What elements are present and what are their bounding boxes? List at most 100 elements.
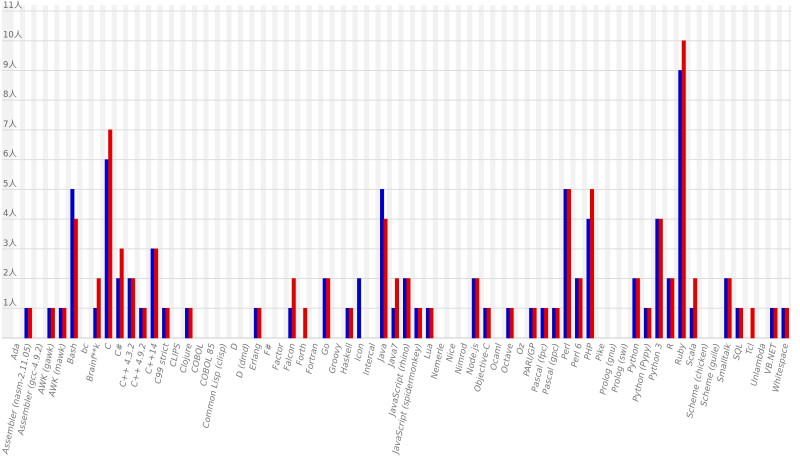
bar	[563, 189, 568, 339]
bar	[47, 307, 52, 339]
bar	[540, 307, 545, 339]
bar	[188, 307, 193, 339]
x-tick-label: Bash	[66, 343, 80, 365]
x-tick-label: Oz	[515, 342, 527, 356]
bar	[773, 307, 778, 339]
bar	[154, 248, 159, 339]
bar	[589, 189, 595, 339]
bar	[96, 278, 101, 339]
bar	[471, 278, 476, 339]
bar	[750, 307, 755, 339]
bar	[394, 278, 400, 339]
y-tick-label: 8人	[3, 90, 17, 100]
y-tick-label: 10人	[3, 31, 23, 41]
y-tick-label: 7人	[3, 120, 17, 130]
bar	[739, 307, 744, 339]
bar	[326, 278, 331, 339]
bar	[162, 307, 167, 339]
x-tick-label: Icon	[353, 343, 366, 362]
bar	[689, 307, 694, 339]
x-tick-label: Ruby	[674, 342, 688, 366]
bar	[681, 40, 686, 339]
bar	[253, 307, 258, 339]
bar	[73, 218, 78, 339]
bar	[735, 307, 740, 339]
x-tick-label: Pike	[594, 343, 607, 362]
x-tick-label: Perl	[560, 342, 573, 361]
bar	[139, 307, 144, 339]
bar	[727, 278, 732, 339]
bar	[529, 307, 534, 339]
bar	[108, 129, 113, 339]
bar	[345, 307, 350, 339]
y-tick-label: 4人	[3, 209, 17, 219]
y-tick-label: 3人	[3, 239, 17, 249]
bar	[93, 307, 98, 339]
bar	[429, 307, 434, 339]
bar	[475, 278, 480, 339]
bar	[291, 278, 296, 339]
bar	[62, 307, 67, 339]
bar	[567, 189, 572, 339]
bar	[142, 307, 147, 339]
bar	[417, 307, 422, 339]
x-tick-label: F#	[263, 343, 275, 357]
bar	[532, 307, 537, 339]
y-tick-label: 9人	[3, 60, 17, 70]
x-tick-label: C	[103, 342, 114, 350]
bar	[425, 307, 430, 339]
x-tick-label: C#	[113, 343, 125, 358]
bar	[586, 218, 591, 339]
bar	[288, 307, 293, 339]
y-tick-label: 2人	[3, 269, 17, 279]
bar	[24, 307, 29, 339]
bar	[119, 248, 124, 339]
bar	[784, 307, 790, 339]
bar	[402, 278, 408, 339]
bar	[58, 307, 63, 339]
x-tick-label: Lua	[423, 343, 436, 360]
bar	[27, 307, 32, 339]
bar	[643, 307, 648, 339]
bar	[70, 189, 75, 339]
bar	[506, 307, 511, 339]
bar	[770, 307, 775, 339]
bar	[655, 218, 660, 339]
bar	[666, 278, 671, 339]
bar	[544, 307, 549, 339]
bar	[724, 278, 729, 339]
bar	[670, 278, 675, 339]
bar	[391, 307, 396, 339]
bar	[509, 307, 514, 339]
bar	[131, 278, 136, 339]
x-tick-label: R	[665, 342, 676, 350]
x-tick-label: Java	[376, 343, 390, 365]
bar	[678, 70, 683, 339]
bar	[483, 307, 488, 339]
x-tick-label: Go	[320, 343, 332, 357]
x-tick-label: PHP	[583, 342, 596, 361]
bar	[693, 278, 698, 339]
bar	[658, 218, 663, 339]
bar	[257, 307, 262, 339]
bar	[552, 307, 557, 339]
x-tick-label: CLIPS	[169, 342, 184, 368]
bar	[349, 307, 354, 339]
bar	[322, 278, 327, 339]
bar	[635, 278, 640, 339]
bar	[575, 278, 580, 339]
y-tick-label: 11人	[3, 1, 23, 11]
bar	[50, 307, 55, 339]
bar	[150, 248, 155, 339]
bar	[781, 307, 786, 339]
x-tick-label: D	[229, 342, 240, 351]
bar	[406, 278, 411, 339]
bar	[127, 278, 132, 339]
x-tick-label: Ada	[9, 343, 22, 362]
x-tick-label: Tcl	[745, 342, 757, 356]
y-tick-label: 6人	[3, 150, 17, 160]
bar	[555, 307, 560, 339]
y-tick-label: 1人	[3, 298, 17, 308]
x-tick-label: SQL	[732, 342, 745, 361]
